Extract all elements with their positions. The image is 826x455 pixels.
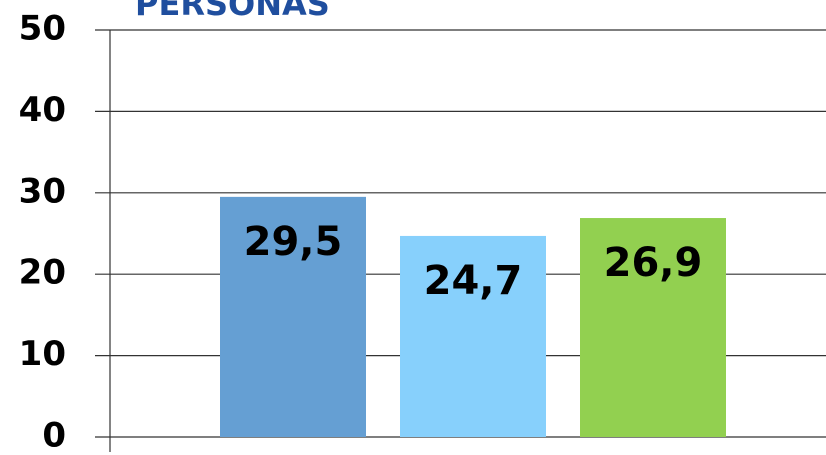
y-tick-label: 50 [19,9,66,49]
bar [400,235,546,437]
y-tick-label: 30 [19,171,66,211]
chart-title: PERSONAS [135,0,330,23]
bar [220,196,366,437]
data-label: 26,9 [604,240,703,286]
y-tick-label: 40 [19,90,66,130]
y-tick-label: 0 [42,416,66,455]
y-tick-label: 20 [19,253,66,293]
bar [580,218,726,437]
y-tick-label: 10 [19,334,66,374]
data-label: 29,5 [244,219,343,265]
data-label: 24,7 [424,258,523,304]
